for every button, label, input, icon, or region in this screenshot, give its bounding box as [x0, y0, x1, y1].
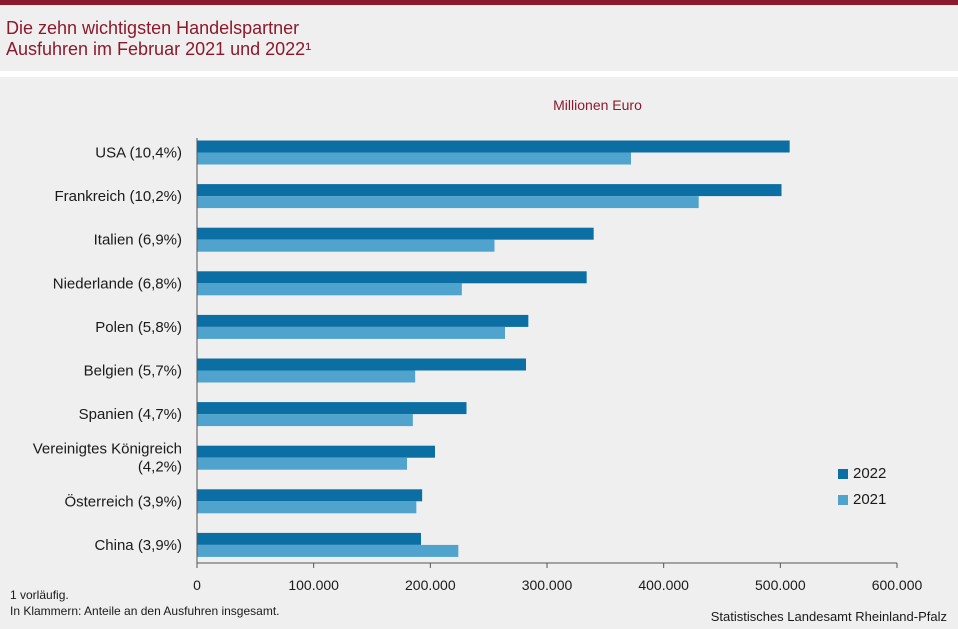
- bar-2021-2: [197, 196, 699, 209]
- bar-2021-7: [197, 414, 413, 427]
- legend-swatch-2022: [838, 469, 848, 479]
- title-line-1: Die zehn wichtigsten Handelspartner: [6, 18, 300, 38]
- bar-2021-10: [197, 544, 459, 557]
- x-tick-label-4: 300.000: [522, 577, 573, 593]
- source-credit: Statistisches Landesamt Rheinland-Pfalz: [710, 609, 947, 624]
- bar-2021-5: [197, 326, 505, 339]
- bar-2022-6: [197, 358, 526, 371]
- footnote-provisional: 1 vorläufig.: [10, 588, 69, 602]
- x-tick-label-5: 400.000: [638, 577, 689, 593]
- bar-2022-4: [197, 271, 587, 284]
- legend-swatch-2021: [838, 495, 848, 505]
- x-tick-label-2: 100.000: [288, 577, 339, 593]
- category-label-10: China (3,9%): [94, 537, 182, 554]
- bar-2021-6: [197, 370, 416, 383]
- legend-label-2021: 2021: [853, 491, 887, 508]
- bar-2022-10: [197, 532, 421, 545]
- category-label-1: USA (10,4%): [95, 145, 182, 162]
- bar-2022-3: [197, 227, 594, 240]
- bar-2021-4: [197, 283, 462, 296]
- category-label-6: Belgien (5,7%): [84, 363, 182, 380]
- bar-2021-3: [197, 239, 495, 252]
- bar-2022-2: [197, 184, 782, 197]
- unit-label: Millionen Euro: [553, 97, 642, 113]
- bar-2021-9: [197, 501, 417, 514]
- x-tick-label-3: 200.000: [405, 577, 456, 593]
- x-tick-label-7: 600.000: [872, 577, 923, 593]
- legend-label-2022: 2022: [853, 465, 887, 482]
- footnote-shares: In Klammern: Anteile an den Ausfuhren in…: [10, 604, 280, 618]
- bar-2022-1: [197, 140, 790, 153]
- x-tick-label-1: 0: [193, 577, 201, 593]
- category-label-8: Vereinigtes Königreich (4,2%): [33, 441, 182, 476]
- category-label-7: Spanien (4,7%): [79, 406, 182, 423]
- bar-2022-9: [197, 489, 423, 502]
- category-label-5: Polen (5,8%): [95, 319, 182, 336]
- category-label-9: Österreich (3,9%): [64, 492, 182, 510]
- footnotes: 1 vorläufig. In Klammern: Anteile an den…: [10, 587, 280, 619]
- category-label-2: Frankreich (10,2%): [54, 188, 182, 205]
- bar-2021-8: [197, 457, 407, 470]
- x-tick-label-6: 500.000: [755, 577, 806, 593]
- bar-2021-1: [197, 152, 631, 165]
- title-line-2: Ausfuhren im Februar 2021 und 2022¹: [6, 39, 312, 59]
- bar-2022-8: [197, 445, 435, 458]
- bar-2022-7: [197, 402, 467, 415]
- category-label-3: Italien (6,9%): [94, 232, 182, 249]
- category-label-4: Niederlande (6,8%): [53, 275, 182, 292]
- bar-2022-5: [197, 314, 529, 327]
- top-accent-rule: [0, 0, 958, 5]
- chart-title: Die zehn wichtigsten Handelspartner Ausf…: [6, 18, 311, 60]
- header-separator: [0, 71, 958, 77]
